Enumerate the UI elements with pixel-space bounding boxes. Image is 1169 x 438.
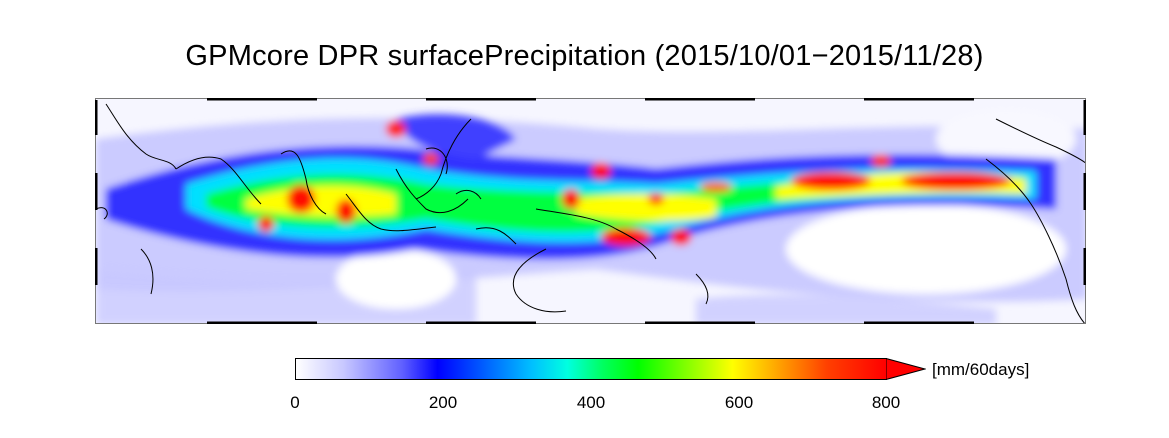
colorbar-tick-label: 400 (576, 393, 606, 412)
coastlines (96, 103, 1085, 323)
colorbar-tick-label: 200 (428, 393, 458, 412)
colorbar-unit-label: [mm/60days] (932, 360, 1030, 379)
precipitation-map (95, 98, 1086, 324)
colorbar-tick-label: 600 (724, 393, 754, 412)
colorbar (295, 358, 887, 380)
map-title: GPMcore DPR surfacePrecipitation (2015/1… (185, 40, 984, 72)
precipitation-field (96, 99, 1085, 323)
colorbar-extend-arrow (886, 358, 926, 380)
colorbar-tick-label: 800 (871, 393, 901, 412)
colorbar-tick-label: 0 (290, 393, 300, 412)
